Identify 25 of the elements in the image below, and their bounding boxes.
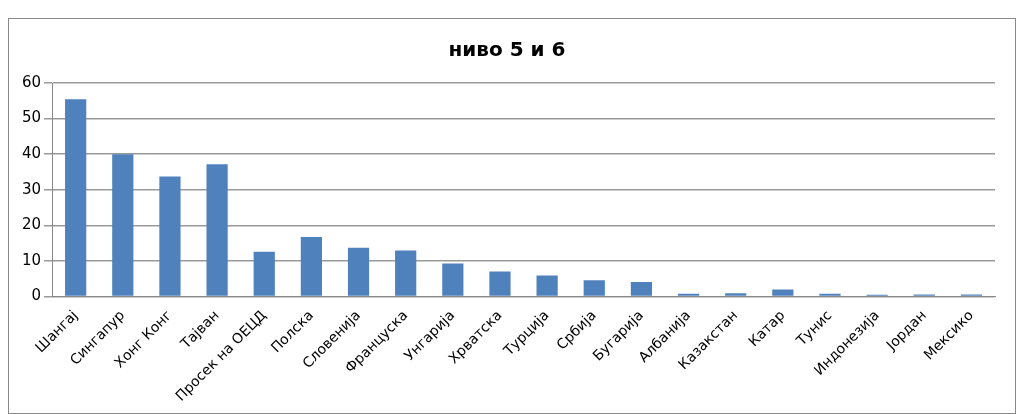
bar (489, 271, 511, 296)
bar (819, 293, 841, 296)
y-tick-label: 40 (21, 144, 42, 163)
bar (583, 280, 605, 296)
bar (630, 281, 653, 296)
bar (206, 164, 228, 296)
bar (253, 251, 275, 296)
y-tick-label: 20 (21, 215, 42, 234)
bar (65, 99, 87, 296)
bar (112, 154, 134, 296)
bar (347, 247, 370, 296)
bar (442, 263, 464, 296)
chart-title: ниво 5 и 6 (448, 37, 566, 62)
y-tick-label: 50 (21, 108, 42, 127)
bar (677, 293, 700, 296)
y-tick-label: 30 (21, 179, 42, 198)
y-tick-label: 60 (21, 72, 42, 91)
bar (395, 250, 417, 296)
bar (725, 293, 747, 296)
bar (300, 237, 322, 296)
bar (772, 289, 794, 296)
y-tick-label: 10 (21, 250, 42, 269)
bar (536, 275, 558, 296)
bar (159, 176, 181, 296)
y-tick-label: 0 (31, 286, 42, 305)
